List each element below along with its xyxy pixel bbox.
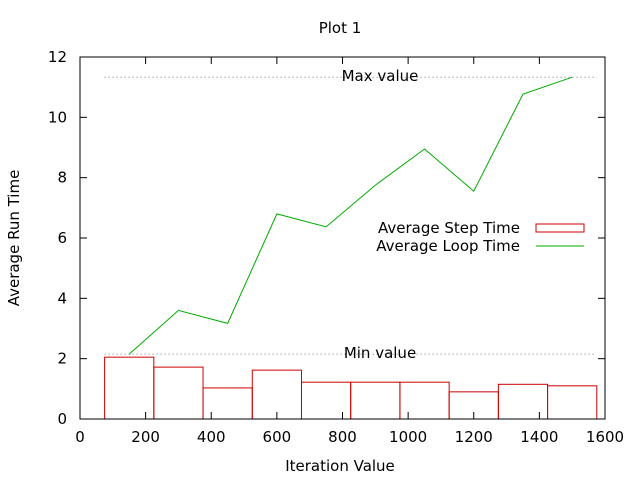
y-tick-label: 4 — [57, 289, 67, 307]
step-time-bar — [350, 381, 401, 420]
legend-label-step: Average Step Time — [378, 219, 520, 237]
step-time-bar — [399, 381, 450, 420]
step-time-bar — [104, 356, 155, 420]
step-time-bar — [497, 383, 549, 420]
x-tick-label: 800 — [328, 428, 357, 446]
x-tick-label: 200 — [131, 428, 160, 446]
y-tick-label: 2 — [57, 350, 67, 368]
step-time-bar — [547, 385, 598, 420]
plot-frame — [79, 56, 606, 420]
y-tick-label: 0 — [57, 410, 67, 428]
loop-time-line — [128, 76, 573, 355]
x-axis-label: Iteration Value — [285, 457, 395, 475]
chart-title: Plot 1 — [319, 19, 362, 37]
x-tick-label: 1400 — [520, 428, 558, 446]
plot-area: Max value Min value 0 200 400 600 800 1000 1200 1… — [48, 48, 624, 446]
legend-swatch-step — [535, 223, 585, 233]
y-tick-label: 8 — [57, 169, 67, 187]
step-time-bar — [251, 369, 302, 420]
y-tick-label: 6 — [57, 229, 67, 247]
x-tick-label: 600 — [263, 428, 292, 446]
legend-label-loop: Average Loop Time — [376, 237, 520, 255]
x-tick-label: 1000 — [389, 428, 427, 446]
x-tick-label: 400 — [197, 428, 226, 446]
x-tick-label: 1200 — [455, 428, 493, 446]
y-axis-label: Average Run Time — [5, 170, 23, 307]
x-tick-label: 1600 — [586, 428, 624, 446]
y-tick-label: 12 — [48, 48, 67, 66]
step-time-bar — [202, 387, 253, 420]
step-time-bar — [300, 381, 352, 420]
step-time-bar — [153, 366, 204, 420]
min-value-label: Min value — [344, 344, 416, 362]
max-value-label: Max value — [342, 67, 419, 85]
y-tick-label: 10 — [48, 108, 67, 126]
x-tick-label: 0 — [75, 428, 85, 446]
